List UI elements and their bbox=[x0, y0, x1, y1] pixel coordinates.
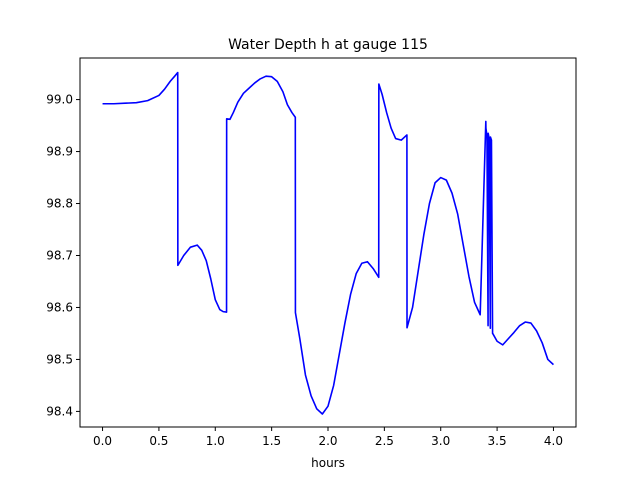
y-tick-label: 98.9 bbox=[46, 145, 73, 159]
x-tick-label: 2.0 bbox=[318, 434, 337, 448]
x-tick-label: 2.5 bbox=[375, 434, 394, 448]
x-tick-label: 1.0 bbox=[206, 434, 225, 448]
x-tick-label: 4.0 bbox=[544, 434, 563, 448]
x-tick-label: 0.0 bbox=[93, 434, 112, 448]
ticks-layer: 0.0 0.5 1.0 1.5 2.0 2.5 3.0 3.5 4.0 98.4 98.5 98.6 9… bbox=[46, 93, 563, 448]
x-tick-label: 0.5 bbox=[149, 434, 168, 448]
y-tick-label: 98.4 bbox=[46, 404, 73, 418]
y-tick-label: 98.8 bbox=[46, 197, 73, 211]
y-tick-label: 99.0 bbox=[46, 93, 73, 107]
series-layer bbox=[102, 71, 554, 415]
series-line bbox=[102, 71, 554, 415]
x-tick-label: 3.0 bbox=[431, 434, 450, 448]
x-axis-label: hours bbox=[311, 456, 345, 470]
plot-area bbox=[80, 58, 576, 427]
y-tick-label: 98.7 bbox=[46, 248, 73, 262]
x-tick-label: 3.5 bbox=[488, 434, 507, 448]
plot-frame bbox=[79, 57, 577, 428]
x-tick-label: 1.5 bbox=[262, 434, 281, 448]
chart-title: Water Depth h at gauge 115 bbox=[228, 37, 428, 53]
y-tick-label: 98.5 bbox=[46, 352, 73, 366]
y-tick-label: 98.6 bbox=[46, 300, 73, 314]
